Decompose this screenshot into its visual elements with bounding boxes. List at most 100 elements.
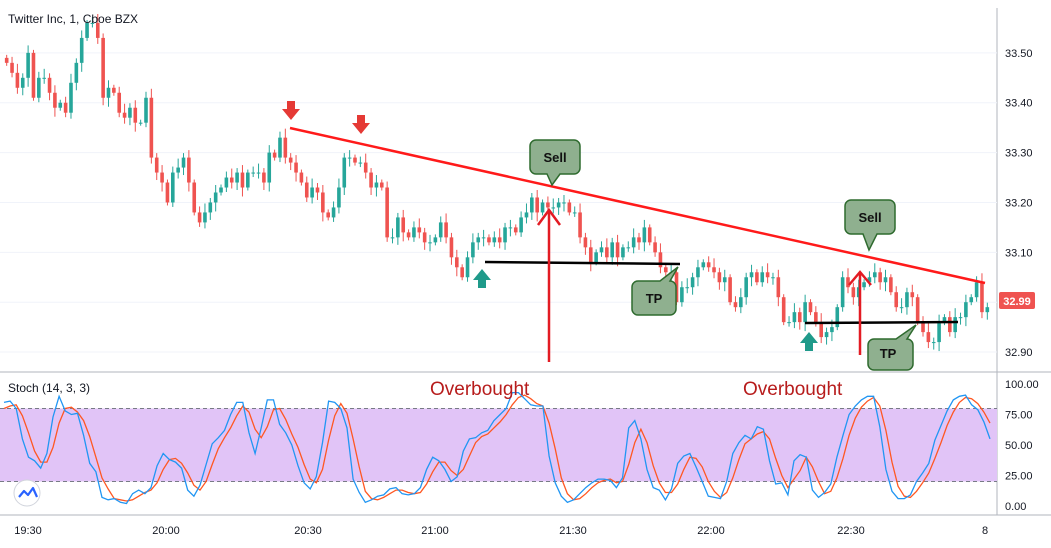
candle <box>47 73 52 101</box>
candle-body <box>337 187 341 208</box>
candle <box>122 103 127 124</box>
candle <box>85 19 89 41</box>
candle-body <box>363 162 368 173</box>
candle-body <box>412 227 416 238</box>
candle <box>701 259 706 271</box>
candle-body <box>958 317 963 319</box>
candle-body <box>144 97 148 123</box>
tp-label-2-text: TP <box>880 346 897 361</box>
candle-body <box>765 272 770 278</box>
candle-body <box>562 202 566 204</box>
candle <box>787 316 791 327</box>
candle <box>106 80 111 107</box>
candle <box>219 184 223 196</box>
candle-body <box>471 242 475 258</box>
candle <box>406 229 411 241</box>
candle-body <box>181 157 186 168</box>
candle <box>540 199 545 216</box>
candle-body <box>267 152 272 183</box>
candle-body <box>417 227 422 233</box>
candle-body <box>503 227 507 243</box>
candle-body <box>331 207 336 218</box>
candle-body <box>588 247 593 263</box>
candle-body <box>894 292 899 308</box>
candle <box>513 224 518 236</box>
candle <box>722 269 727 292</box>
candle <box>899 298 904 314</box>
candle <box>412 221 416 242</box>
candle-body <box>465 257 470 278</box>
candle <box>95 13 100 44</box>
candle-body <box>572 212 577 214</box>
candle-body <box>203 212 207 223</box>
candle <box>170 166 175 207</box>
candle-body <box>154 157 159 173</box>
candle-body <box>321 192 325 213</box>
oscillator-title: Stoch (14, 3, 3) <box>8 381 90 395</box>
candle-body <box>4 57 9 63</box>
candle <box>337 178 341 214</box>
candle-body <box>701 262 706 268</box>
candle-body <box>455 257 459 268</box>
stoch-series-line <box>3 391 991 505</box>
last-price-tag-bg <box>999 292 1035 309</box>
candle <box>621 244 625 261</box>
candle-body <box>79 37 84 63</box>
candle <box>283 128 288 164</box>
candle <box>856 279 861 307</box>
candle-body <box>696 267 700 278</box>
candle-body <box>642 227 647 243</box>
candle-body <box>326 212 331 218</box>
candle <box>224 171 229 192</box>
tp-label-2: TP <box>867 324 917 371</box>
candle <box>696 259 700 287</box>
candle <box>680 281 684 307</box>
candle-body <box>422 232 427 243</box>
candle <box>862 279 866 291</box>
sell-label-1: Sell <box>529 139 581 187</box>
candle-body <box>379 182 384 188</box>
candle <box>347 150 352 167</box>
candle <box>133 100 138 132</box>
candle <box>551 198 556 214</box>
candle-body <box>631 237 636 248</box>
time-tick-label: 20:30 <box>294 525 322 537</box>
candle <box>433 234 438 246</box>
time-tick-label: 8 <box>982 525 988 537</box>
candle-body <box>95 22 100 38</box>
candle-body <box>294 162 298 173</box>
sell-label-2-text: Sell <box>858 210 881 225</box>
candle <box>776 269 781 307</box>
candle <box>160 165 164 192</box>
candle <box>615 234 620 267</box>
candle <box>599 241 604 257</box>
candle <box>112 84 116 96</box>
candle-body <box>583 237 588 248</box>
candle <box>272 149 277 161</box>
candle <box>358 156 363 168</box>
candle-body <box>921 322 925 333</box>
support-line-2 <box>804 320 959 325</box>
candle <box>417 218 422 239</box>
candle-body <box>771 277 775 279</box>
candle-body <box>160 172 164 183</box>
candle <box>915 294 920 326</box>
tp-label-2-shape <box>867 324 917 371</box>
stoch-band <box>0 408 997 482</box>
candle <box>556 197 561 215</box>
sell-signal-arrowhead-1 <box>536 207 562 226</box>
candle-body <box>288 157 293 163</box>
candle-body <box>58 102 63 108</box>
candle-body <box>819 322 824 338</box>
candle <box>519 211 523 237</box>
candle <box>181 153 186 176</box>
candle-body <box>717 272 722 283</box>
down-arrow-icon <box>282 101 300 120</box>
candle <box>530 192 534 220</box>
candle-body <box>390 237 395 239</box>
candle <box>931 337 936 350</box>
candle <box>428 234 432 252</box>
candle-body <box>278 137 282 158</box>
candle <box>690 272 695 295</box>
